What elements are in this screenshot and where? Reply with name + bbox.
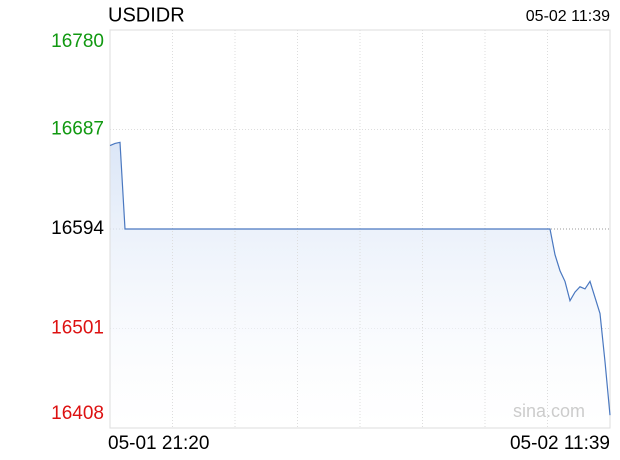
x-tick-label: 05-01 21:20 <box>108 433 209 454</box>
chart-title: USDIDR <box>108 4 185 26</box>
y-tick-label: 16687 <box>51 119 104 140</box>
price-line <box>109 141 611 416</box>
timestamp: 05-02 11:39 <box>526 8 610 25</box>
watermark: sina.com <box>513 401 585 421</box>
x-tick-label: 05-02 11:39 <box>510 433 610 454</box>
y-tick-label: 16501 <box>51 318 104 339</box>
y-tick-label: 16408 <box>51 403 104 424</box>
y-tick-label: 16780 <box>51 31 104 52</box>
y-tick-label: 16594 <box>51 218 104 239</box>
